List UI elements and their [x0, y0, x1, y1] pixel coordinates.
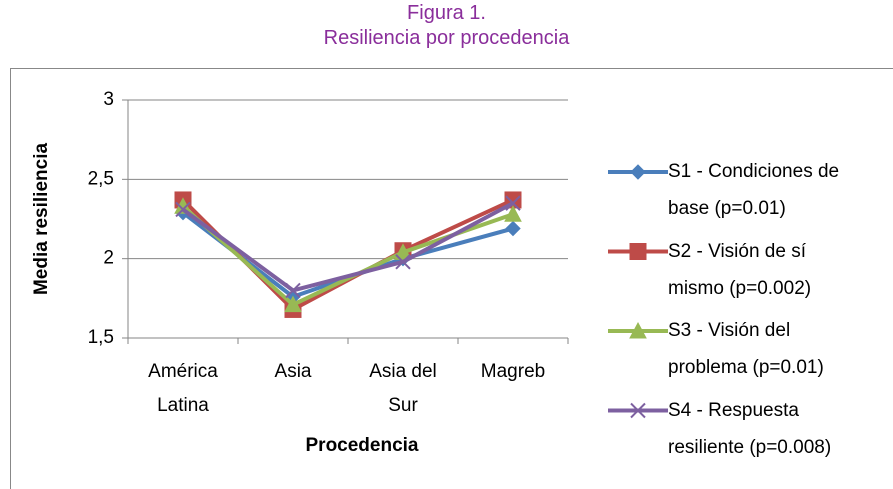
x-tick-label: Asia del Sur	[369, 361, 437, 416]
marker	[630, 402, 646, 419]
x-tick-label: América Latina	[148, 361, 218, 416]
marker	[504, 205, 522, 222]
legend-label: S2 - Visión de sí mismo (p=0.002)	[668, 240, 812, 299]
marker	[175, 201, 191, 218]
y-axis-title: Media resiliencia	[31, 143, 52, 296]
y-tick-label: 1,5	[88, 327, 114, 348]
marker	[285, 282, 301, 299]
chart-subtitle: Resiliencia por procedencia	[323, 27, 570, 49]
legend-label: S3 - Visión del problema (p=0.01)	[668, 320, 824, 378]
marker	[505, 195, 521, 211]
x-tick-label: Asia	[274, 361, 312, 382]
x-axis-title: Procedencia	[306, 435, 419, 456]
marker	[629, 243, 647, 260]
marker	[394, 243, 412, 260]
series-line	[181, 198, 514, 312]
series-line	[181, 201, 514, 293]
legend-label: S4 - Respuesta resiliente (p=0.008)	[668, 399, 832, 458]
x-tick-label: Magreb	[480, 361, 546, 382]
marker	[630, 164, 646, 180]
legend-label: S1 - Condiciones de base (p=0.01)	[668, 161, 840, 219]
marker	[284, 295, 302, 313]
series-line	[181, 211, 514, 299]
y-tick-label: 2	[103, 248, 114, 269]
marker	[395, 254, 411, 270]
chart-title: Figura 1.	[407, 2, 486, 24]
marker	[629, 321, 647, 339]
chart-border	[10, 68, 893, 489]
marker	[505, 220, 521, 237]
y-tick-label: 3	[103, 89, 114, 110]
y-tick-label: 2,5	[88, 168, 114, 189]
